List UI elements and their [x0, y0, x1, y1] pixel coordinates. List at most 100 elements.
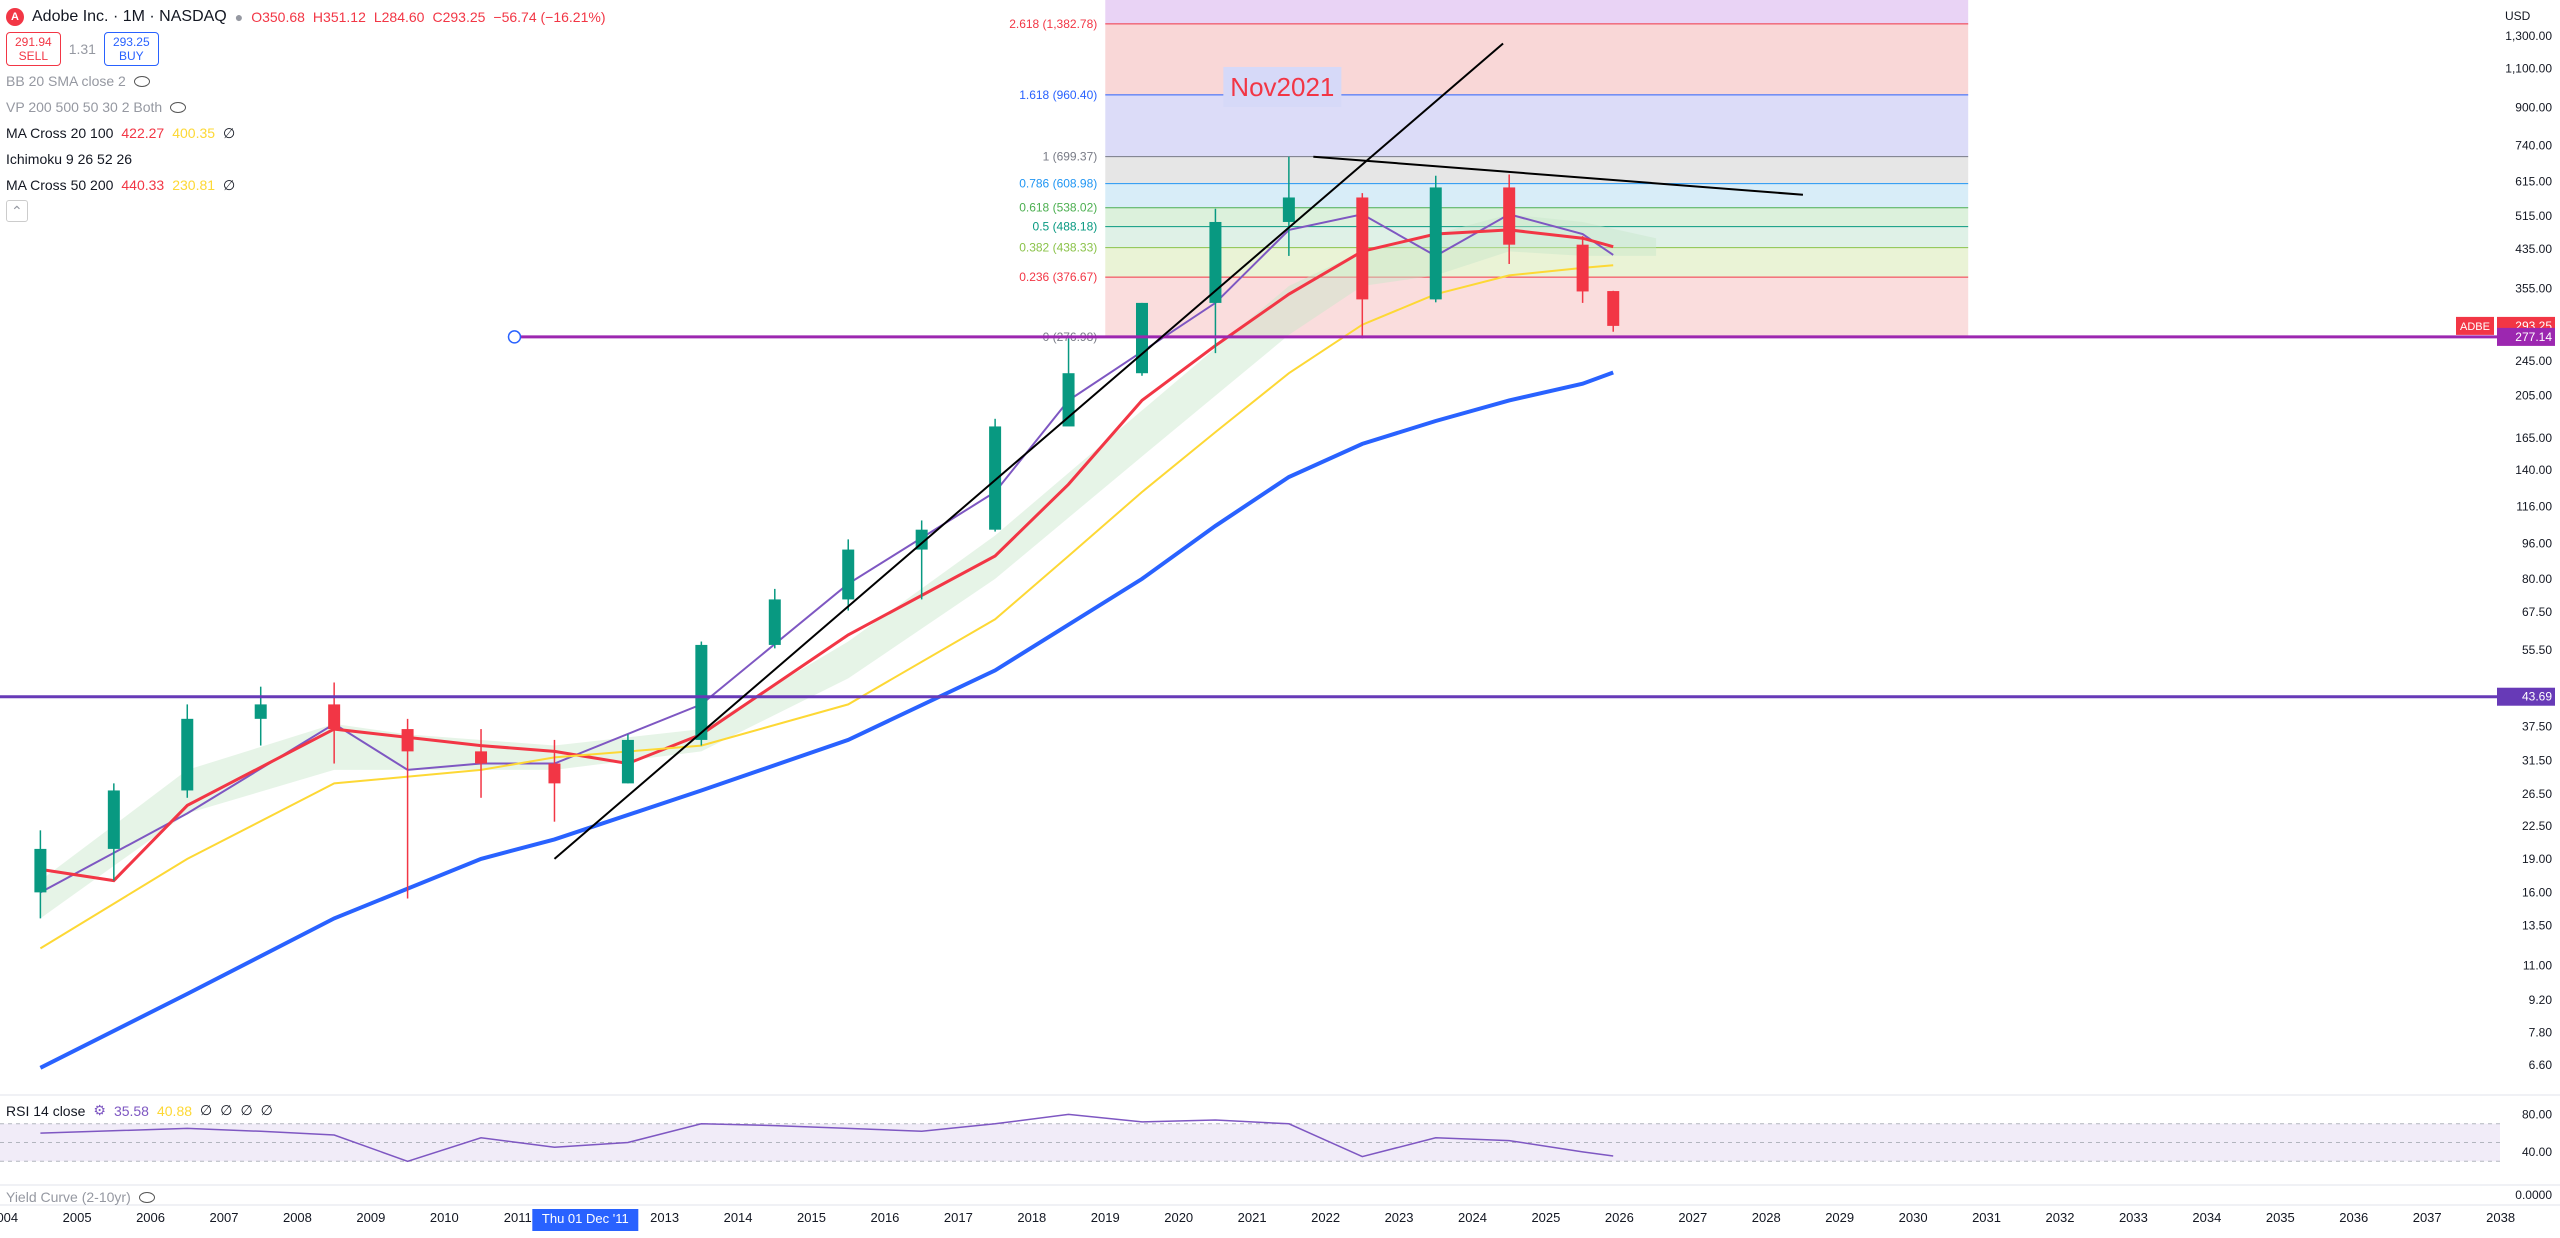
- hidden-eye-icon[interactable]: [170, 101, 187, 113]
- year-tick: 2020: [1164, 1210, 1193, 1225]
- indicator-legend-row[interactable]: BB 20 SMA close 2: [6, 68, 606, 94]
- candle: [1576, 244, 1589, 292]
- rsi-legend: RSI 14 close ⚙ 35.58 40.88 ∅ ∅ ∅ ∅: [6, 1102, 273, 1119]
- yield-curve-name[interactable]: Yield Curve (2-10yr): [6, 1189, 131, 1205]
- price-tick: 165.00: [2515, 431, 2552, 445]
- indicator-value: 400.35: [172, 125, 216, 141]
- price-tick: 6.60: [2529, 1058, 2553, 1072]
- buy-button[interactable]: 293.25 BUY: [103, 32, 159, 66]
- rsi-tick: 80.00: [2522, 1107, 2552, 1121]
- trend-line: [553, 42, 1504, 860]
- rsi-name[interactable]: RSI 14 close: [6, 1102, 86, 1119]
- price-badge: [2497, 327, 2555, 346]
- candle: [1607, 291, 1620, 326]
- price-tick: 140.00: [2515, 463, 2552, 477]
- candle: [621, 739, 634, 784]
- indicator-legend-row[interactable]: MA Cross 50 200 440.33 230.81 ∅: [6, 172, 606, 198]
- price-tick: 55.50: [2522, 643, 2552, 657]
- annotation-label: Nov2021: [1230, 72, 1334, 102]
- spread-value: 1.31: [68, 41, 96, 57]
- candle: [181, 718, 194, 791]
- candle: [254, 704, 267, 719]
- year-tick: 2028: [1752, 1210, 1781, 1225]
- indicator-legend-row[interactable]: VP 200 500 50 30 2 Both: [6, 94, 606, 120]
- change-value: −56.74 (−16.21%): [493, 9, 606, 25]
- time-cursor-label: Thu 01 Dec '11: [542, 1211, 629, 1226]
- indicator-settings-icon[interactable]: ⚙: [93, 1102, 106, 1118]
- price-axis: USD 1,300.00 1,100.00 900.00 740.00 615.00 515…: [2456, 0, 2560, 1238]
- year-tick: 2032: [2046, 1210, 2075, 1225]
- sell-button[interactable]: 291.94 SELL: [6, 32, 61, 66]
- year-tick: 2038: [2486, 1210, 2515, 1225]
- fib-zone: [1105, 0, 1969, 24]
- rsi-value: 35.58: [113, 1102, 149, 1119]
- indicator-value: 440.33: [121, 177, 165, 193]
- price-tick: 1,300.00: [2505, 29, 2552, 43]
- year-tick: 2030: [1899, 1210, 1928, 1225]
- indicator-name[interactable]: VP 200 500 50 30 2 Both: [6, 99, 163, 115]
- year-tick: 2021: [1238, 1210, 1267, 1225]
- price-tick: 205.00: [2515, 389, 2552, 403]
- candle: [695, 644, 708, 740]
- price-tick: 9.20: [2529, 993, 2553, 1007]
- year-tick: 2006: [136, 1210, 165, 1225]
- indicator-legend-row[interactable]: Ichimoku 9 26 52 26: [6, 146, 606, 172]
- fib-zone: [1105, 207, 1969, 227]
- fib-label: 0.618 (538.02): [1019, 201, 1097, 215]
- candle: [1356, 197, 1369, 300]
- year-tick: 2031: [1972, 1210, 2001, 1225]
- price-tick: 11.00: [2523, 958, 2552, 972]
- price-tick: 900.00: [2515, 100, 2552, 114]
- indicator-name[interactable]: Ichimoku 9 26 52 26: [6, 151, 133, 167]
- moving-averages: [39, 213, 1657, 1070]
- indicator-name[interactable]: MA Cross 50 200: [6, 177, 114, 193]
- price-badge-label: 277.14: [2515, 330, 2552, 344]
- adobe-logo-icon: A: [6, 8, 24, 26]
- indicator-value: 230.81: [172, 177, 216, 193]
- year-tick: 2036: [2339, 1210, 2368, 1225]
- fib-label: 1 (699.37): [1043, 150, 1098, 164]
- rsi-pane: 80.00 40.00 0.0000: [0, 1094, 2560, 1202]
- year-tick: 2022: [1311, 1210, 1340, 1225]
- price-tick: 16.00: [2522, 885, 2552, 899]
- hidden-eye-icon[interactable]: [133, 75, 150, 87]
- year-tick: 2025: [1531, 1210, 1560, 1225]
- candle: [1503, 187, 1516, 245]
- close-value: C293.25: [432, 9, 486, 25]
- rsi-tick: 40.00: [2522, 1145, 2552, 1159]
- year-tick: 2035: [2266, 1210, 2295, 1225]
- candle: [107, 790, 120, 849]
- price-badge-label: 43.69: [2522, 690, 2552, 704]
- symbol-title[interactable]: Adobe Inc. · 1M · NASDAQ: [32, 8, 227, 25]
- collapse-legend-icon[interactable]: ⌃: [6, 200, 28, 222]
- candle: [1062, 373, 1075, 427]
- price-badge: [2497, 687, 2555, 706]
- price-tick: 245.00: [2515, 354, 2552, 368]
- candle: [475, 751, 488, 764]
- year-tick: 2023: [1385, 1210, 1414, 1225]
- candle: [328, 704, 341, 730]
- fib-label: 0.236 (376.67): [1019, 270, 1097, 284]
- rsi-empty-value: ∅: [200, 1102, 213, 1118]
- price-tick: 96.00: [2522, 536, 2552, 550]
- fib-zone: [1105, 277, 1969, 338]
- year-tick: 2016: [870, 1210, 899, 1225]
- fib-label: 0.5 (488.18): [1033, 220, 1098, 234]
- indicator-legend-row[interactable]: MA Cross 20 100 422.27 400.35 ∅: [6, 120, 606, 146]
- candles: [34, 156, 1620, 919]
- rsi-empty-value: ∅: [240, 1102, 253, 1118]
- drawings: Nov2021: [0, 42, 2500, 860]
- price-tick: 22.50: [2522, 819, 2552, 833]
- indicator-name[interactable]: MA Cross 20 100: [6, 125, 114, 141]
- annotation-box: [1223, 66, 1342, 107]
- hidden-eye-icon[interactable]: [138, 1191, 155, 1203]
- price-tick: 67.50: [2522, 605, 2552, 619]
- trend-line: [1313, 155, 1804, 196]
- indicator-name[interactable]: BB 20 SMA close 2: [6, 73, 126, 89]
- candle: [1209, 221, 1222, 303]
- price-tick: 435.00: [2515, 242, 2552, 256]
- ma-line-ma-200: [39, 370, 1614, 1070]
